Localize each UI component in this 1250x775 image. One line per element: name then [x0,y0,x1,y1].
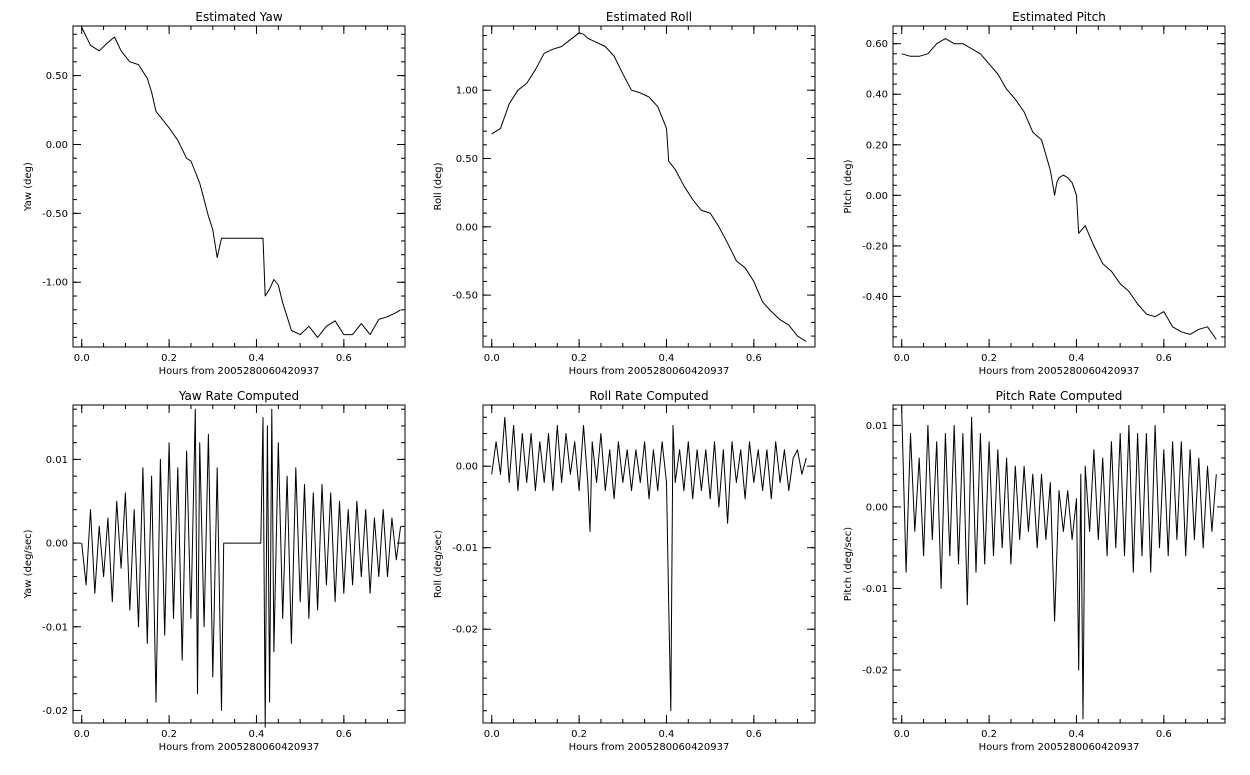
roll-title: Estimated Roll [606,10,692,24]
roll-x-axis-label: Hours from 2005280060420937 [569,366,730,377]
pitch-rate-y-tick-label: -0.01 [862,584,888,595]
yaw-rate-y-axis-label: Yaw (deg/sec) [23,529,34,599]
roll-x-tick-label: 0.6 [746,353,762,364]
roll-rate-y-tick-label: 0.00 [456,462,478,473]
roll-rate-x-tick-label: 0.4 [659,729,675,740]
roll-x-tick-label: 0.0 [484,353,500,364]
yaw-rate-x-tick-label: 0.2 [161,729,177,740]
roll-rate-series-line [491,416,807,712]
pitch-y-tick-label: 0.40 [866,90,888,101]
roll-y-tick-label: -0.50 [452,291,478,302]
yaw-rate-y-tick-label: -0.01 [42,622,68,633]
yaw-title: Estimated Yaw [195,10,282,24]
roll-rate-panel: Roll Rate Computed Hours from 20052800604… [433,389,816,753]
pitch-rate-y-axis-label: Pitch (deg/sec) [843,527,854,602]
roll-y-tick-label: 0.50 [456,154,478,165]
roll-rate-y-tick-label: -0.01 [452,543,478,554]
pitch-series-line [901,38,1217,340]
yaw-x-tick-label: 0.2 [161,353,177,364]
yaw-rate-title: Yaw Rate Computed [178,389,299,403]
roll-plot-frame [482,25,816,348]
roll-rate-x-tick-label: 0.2 [571,729,587,740]
yaw-rate-y-tick-label: -0.02 [42,706,68,717]
pitch-x-tick-label: 0.4 [1069,353,1085,364]
pitch-rate-plot-frame [892,404,1226,724]
pitch-x-tick-label: 0.0 [894,353,910,364]
pitch-x-tick-label: 0.2 [981,353,997,364]
roll-rate-x-tick-label: 0.6 [746,729,762,740]
pitch-panel: Estimated Pitch Hours from 20052800604209… [843,10,1226,377]
yaw-rate-x-tick-label: 0.6 [336,729,352,740]
pitch-y-axis-label: Pitch (deg) [843,159,854,213]
yaw-y-tick-label: 0.00 [46,140,68,151]
yaw-x-tick-label: 0.6 [336,353,352,364]
pitch-y-tick-label: 0.60 [866,39,888,50]
yaw-rate-panel: Yaw Rate Computed Hours from 200528006042… [23,389,406,753]
pitch-title: Estimated Pitch [1012,10,1106,24]
yaw-y-tick-label: -0.50 [42,209,68,220]
pitch-rate-title: Pitch Rate Computed [996,389,1123,403]
pitch-rate-x-axis-label: Hours from 2005280060420937 [979,742,1140,753]
roll-x-tick-label: 0.2 [571,353,587,364]
yaw-panel: Estimated Yaw Hours from 2005280060420937… [23,10,406,377]
roll-y-axis-label: Roll (deg) [433,162,444,210]
roll-rate-y-tick-label: -0.02 [452,625,478,636]
pitch-rate-y-tick-label: -0.02 [862,666,888,677]
pitch-rate-x-tick-label: 0.6 [1156,729,1172,740]
yaw-x-tick-label: 0.0 [74,353,90,364]
pitch-rate-x-tick-label: 0.2 [981,729,997,740]
pitch-y-tick-label: -0.40 [862,292,888,303]
pitch-plot-frame [892,25,1226,348]
pitch-rate-panel: Pitch Rate Computed Hours from 2005280060… [843,389,1226,753]
yaw-rate-y-tick-label: 0.01 [46,455,68,466]
yaw-series-line [81,27,401,338]
pitch-x-axis-label: Hours from 2005280060420937 [979,366,1140,377]
pitch-y-tick-label: 0.20 [866,140,888,151]
roll-y-tick-label: 1.00 [456,86,478,97]
pitch-rate-series-line [901,409,1217,720]
yaw-x-tick-label: 0.4 [249,353,265,364]
roll-rate-title: Roll Rate Computed [589,389,708,403]
yaw-rate-x-tick-label: 0.0 [74,729,90,740]
yaw-rate-x-tick-label: 0.4 [249,729,265,740]
roll-x-tick-label: 0.4 [659,353,675,364]
yaw-y-axis-label: Yaw (deg) [23,162,34,212]
pitch-y-tick-label: -0.20 [862,241,888,252]
yaw-y-tick-label: 0.50 [46,71,68,82]
roll-rate-x-tick-label: 0.0 [484,729,500,740]
yaw-rate-x-axis-label: Hours from 2005280060420937 [159,742,320,753]
pitch-rate-y-tick-label: 0.00 [866,502,888,513]
yaw-rate-y-tick-label: 0.00 [46,539,68,550]
roll-rate-y-axis-label: Roll (deg/sec) [433,530,444,598]
yaw-rate-series-line [81,408,402,728]
pitch-rate-x-tick-label: 0.4 [1069,729,1085,740]
roll-panel: Estimated Roll Hours from 200528006042093… [433,10,816,377]
yaw-rate-plot-frame [72,404,406,724]
pitch-rate-x-tick-label: 0.0 [894,729,910,740]
roll-rate-x-axis-label: Hours from 2005280060420937 [569,742,730,753]
roll-y-tick-label: 0.00 [456,222,478,233]
roll-series-line [491,32,807,342]
yaw-plot-frame [72,25,406,348]
yaw-x-axis-label: Hours from 2005280060420937 [159,366,320,377]
yaw-y-tick-label: -1.00 [42,278,68,289]
pitch-x-tick-label: 0.6 [1156,353,1172,364]
pitch-rate-y-tick-label: 0.01 [866,421,888,432]
pitch-y-tick-label: 0.00 [866,191,888,202]
